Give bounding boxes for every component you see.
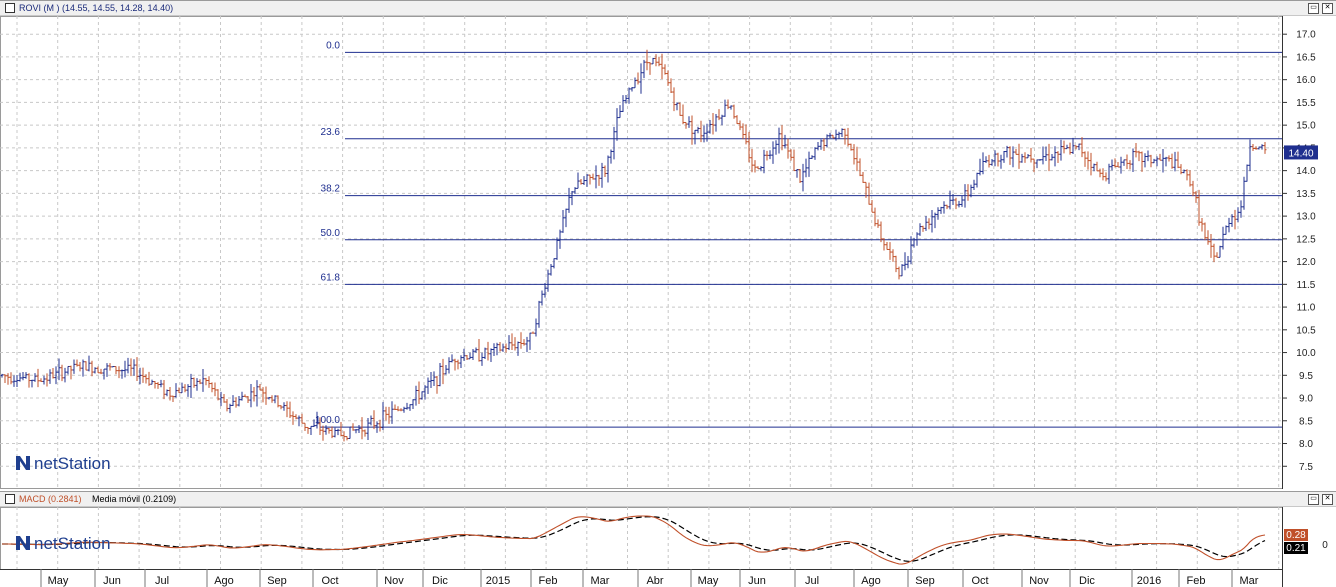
fib-label: 23.6 — [321, 127, 341, 138]
logo-mark-icon — [16, 456, 30, 470]
x-tick-label: 2016 — [1137, 575, 1161, 587]
macd-chart[interactable]: 0 0.28 0.21 netStation May Jun Jul Ago Sep Oct Nov… — [0, 507, 1336, 587]
macd-line — [2, 515, 1266, 565]
y-tick-label: 13.5 — [1296, 189, 1316, 200]
y-tick-label: 16.5 — [1296, 52, 1316, 63]
macd-value-label: 0.28 — [1286, 530, 1306, 541]
x-tick-label: Jul — [805, 575, 819, 587]
netstation-logo: netStation — [16, 534, 111, 553]
fib-label: 0.0 — [326, 40, 340, 51]
x-tick-label: Nov — [384, 575, 404, 587]
y-tick-label: 8.0 — [1299, 439, 1313, 450]
x-tick-label: Mar — [1240, 575, 1259, 587]
y-tick-label: 9.5 — [1299, 371, 1313, 382]
close-icon[interactable]: ✕ — [1322, 3, 1333, 14]
x-tick-label: Feb — [539, 575, 558, 587]
logo-text: netStation — [34, 534, 111, 553]
x-tick-label: Oct — [321, 575, 338, 587]
x-tick-label: Sep — [267, 575, 287, 587]
macd-value-box — [1284, 529, 1308, 541]
price-label: 14.40 — [1288, 148, 1313, 159]
y-tick-label: 13.0 — [1296, 212, 1316, 223]
x-tick-label: Jun — [748, 575, 766, 587]
signal-value-box — [1284, 542, 1308, 554]
y-tick-label: 12.0 — [1296, 257, 1316, 268]
price-panel: ROVI (M ) (14.55, 14.55, 14.28, 14.40) ▭… — [0, 0, 1336, 489]
price-label-box — [1284, 145, 1318, 160]
x-tick-label: Dic — [1079, 575, 1095, 587]
y-tick-label: 7.5 — [1299, 462, 1313, 473]
signal-title: Media móvil (0.2109) — [92, 494, 177, 504]
panel-icon[interactable] — [5, 3, 15, 13]
x-tick-label: Jul — [155, 575, 169, 587]
panel-icon[interactable] — [5, 494, 15, 504]
y-tick-label: 11.0 — [1297, 303, 1316, 314]
macd-zero-label: 0 — [1322, 540, 1328, 551]
y-tick-label: 14.0 — [1296, 166, 1316, 177]
macd-panel-header: MACD (0.2841) Media móvil (0.2109) ▭ ✕ — [0, 492, 1336, 507]
macd-title: MACD (0.2841) — [19, 494, 82, 504]
restore-icon[interactable]: ▭ — [1308, 494, 1319, 505]
y-tick-label: 17.0 — [1296, 30, 1316, 41]
x-tick-label: Ago — [861, 575, 881, 587]
x-tick-label: Sep — [915, 575, 935, 587]
panel-title: ROVI (M ) (14.55, 14.55, 14.28, 14.40) — [19, 3, 174, 13]
fib-label: 100.0 — [315, 415, 340, 426]
x-tick-label: Abr — [646, 575, 663, 587]
y-tick-label: 10.5 — [1296, 325, 1316, 336]
fib-label: 38.2 — [321, 184, 341, 195]
x-tick-label: Feb — [1187, 575, 1206, 587]
y-tick-label: 12.5 — [1296, 234, 1316, 245]
macd-panel: MACD (0.2841) Media móvil (0.2109) ▭ ✕ 0… — [0, 491, 1336, 587]
x-tick-label: Nov — [1029, 575, 1049, 587]
x-tick-label: Oct — [971, 575, 988, 587]
y-tick-label: 15.0 — [1296, 121, 1316, 132]
y-tick-label: 8.5 — [1299, 416, 1313, 427]
y-tick-label: 11.5 — [1297, 280, 1316, 291]
logo-text: netStation — [34, 454, 111, 473]
fib-label: 50.0 — [321, 228, 341, 239]
x-tick-label: May — [698, 575, 719, 587]
logo-mark-icon — [16, 536, 30, 550]
x-tick-label: 2015 — [486, 575, 510, 587]
x-tick-label: Dic — [432, 575, 448, 587]
x-tick-label: May — [48, 575, 69, 587]
signal-value-label: 0.21 — [1286, 543, 1306, 554]
y-tick-label: 10.0 — [1296, 348, 1316, 359]
close-icon[interactable]: ✕ — [1322, 494, 1333, 505]
y-tick-label: 9.0 — [1299, 394, 1313, 405]
ohlc-bars — [0, 49, 1267, 442]
x-tick-label: Ago — [214, 575, 234, 587]
fib-label: 61.8 — [321, 272, 341, 283]
netstation-logo: netStation — [16, 454, 111, 473]
price-panel-header: ROVI (M ) (14.55, 14.55, 14.28, 14.40) ▭… — [0, 1, 1336, 16]
x-tick-label: Jun — [103, 575, 121, 587]
y-tick-label: 16.0 — [1296, 75, 1316, 86]
price-chart[interactable]: 7.5 8.0 8.5 9.0 9.5 10.0 10.5 11.0 11.5 12.0 12.5 1… — [0, 16, 1336, 489]
y-tick-label: 15.5 — [1296, 98, 1316, 109]
restore-icon[interactable]: ▭ — [1308, 3, 1319, 14]
x-tick-label: Mar — [591, 575, 610, 587]
